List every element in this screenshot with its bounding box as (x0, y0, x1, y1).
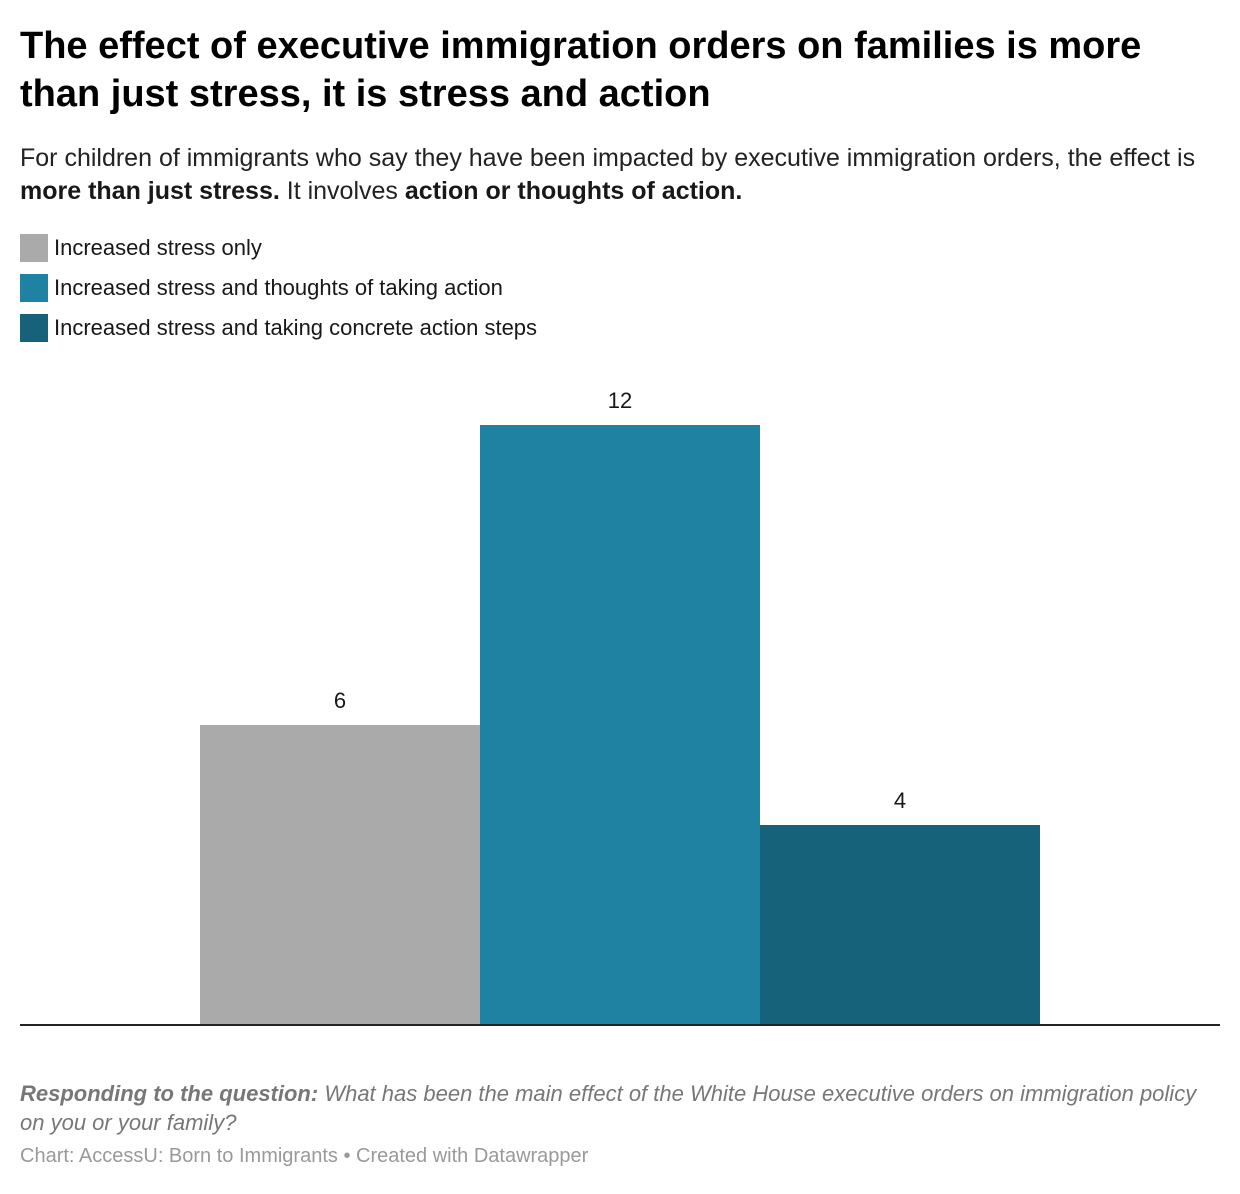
legend-swatch (20, 314, 48, 342)
bar-value-label: 4 (894, 788, 906, 813)
legend-label: Increased stress only (54, 235, 262, 260)
bar-3 (760, 825, 1040, 1025)
legend-item-stress-and-concrete-action: Increased stress and taking concrete act… (20, 308, 537, 348)
legend-swatch (20, 234, 48, 262)
bar-value-label: 12 (608, 388, 632, 413)
subtitle-emphasis: more than just stress. (20, 177, 280, 205)
bar-chart: 6 12 4 (20, 388, 1220, 1026)
chart-subtitle: For children of immigrants who say they … (20, 142, 1220, 208)
legend-label: Increased stress and taking concrete act… (54, 315, 538, 340)
chart-title: The effect of executive immigration orde… (20, 25, 1142, 115)
notes-label: Responding to the question: (20, 1081, 319, 1106)
subtitle-text: It involves (279, 177, 405, 205)
legend-swatch (20, 274, 48, 302)
notes-text: What has been the main effect of the Whi… (20, 1081, 1197, 1135)
bar-1 (200, 725, 480, 1025)
bar-2 (480, 425, 760, 1025)
legend-item-stress-and-thoughts: Increased stress and thoughts of taking … (20, 268, 537, 308)
subtitle-emphasis: action or thoughts of action. (404, 177, 743, 205)
chart-notes: Responding to the question: What has bee… (20, 1079, 1220, 1137)
subtitle-text: For children of immigrants who say they … (20, 144, 1196, 172)
bar-value-label: 6 (334, 688, 346, 713)
legend-item-stress-only: Increased stress only (20, 228, 537, 268)
chart-credit: Chart: AccessU: Born to Immigrants • Cre… (20, 1145, 589, 1167)
legend-label: Increased stress and thoughts of taking … (54, 275, 503, 300)
legend: Increased stress only Increased stress a… (20, 228, 537, 348)
